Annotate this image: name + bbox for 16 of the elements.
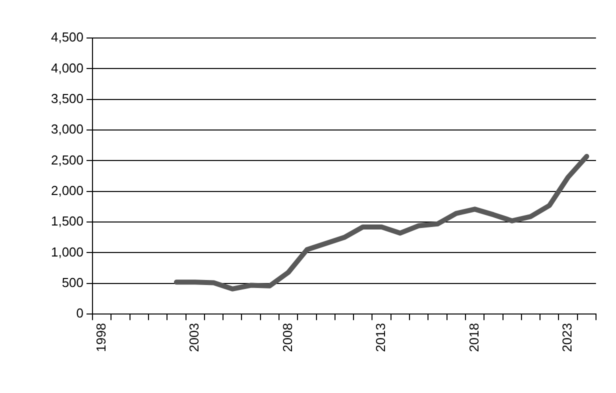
y-tick-label: 4,500 <box>50 30 84 45</box>
y-tick-label: 3,000 <box>50 122 84 137</box>
y-tick-label: 0 <box>76 306 84 321</box>
y-tick-label: 2,000 <box>50 182 84 198</box>
y-tick-label: 2,500 <box>50 152 84 168</box>
x-tick-label: 1998 <box>93 323 108 352</box>
y-tick-label: 1,000 <box>50 244 84 260</box>
x-tick-label: 2023 <box>560 323 575 352</box>
y-tick-label: 3,500 <box>50 90 84 106</box>
y-tick-label: 500 <box>62 274 84 290</box>
x-tick-label: 2013 <box>373 323 388 352</box>
x-tick-label: 2008 <box>280 323 295 352</box>
x-tick-label: 2018 <box>466 323 482 352</box>
y-tick-label: 4,000 <box>50 60 84 76</box>
y-tick-label: 1,500 <box>50 214 84 229</box>
x-tick-label: 2003 <box>186 323 202 352</box>
